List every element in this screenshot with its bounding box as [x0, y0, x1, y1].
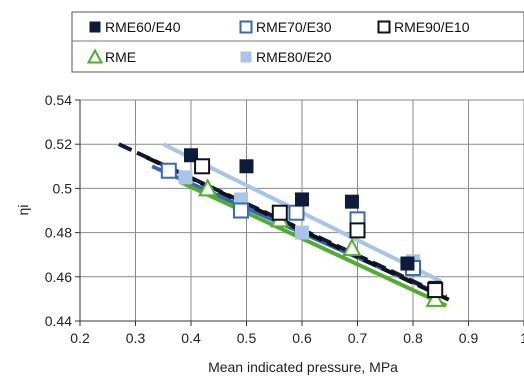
data-point — [427, 282, 444, 299]
y-tick-label: 0.48 — [45, 225, 72, 241]
data-point — [349, 222, 366, 239]
data-point — [160, 162, 177, 179]
data-point — [232, 202, 249, 219]
data-point — [344, 194, 359, 209]
x-tick-label: 0.4 — [181, 330, 201, 346]
x-tick-label: 0.7 — [348, 330, 368, 346]
legend-marker — [86, 48, 104, 64]
y-tick-label: 0.54 — [45, 92, 72, 108]
legend-label: RME60/E40 — [105, 19, 181, 35]
data-point — [197, 178, 218, 197]
x-tick-label: 0.3 — [126, 330, 146, 346]
y-axis-title: ηi — [15, 205, 31, 216]
legend-label: RME70/E30 — [256, 19, 332, 35]
legend-marker — [89, 21, 101, 33]
data-point — [342, 237, 362, 257]
legend-marker — [377, 20, 391, 34]
data-point — [194, 158, 211, 175]
x-tick-label: 0.2 — [70, 330, 90, 346]
x-tick-label: 0.9 — [459, 330, 479, 346]
legend: RME60/E40 RME70/E30 RME90/E10 RME RME80/E20 — [71, 11, 524, 73]
data-point — [288, 204, 305, 221]
x-axis-title: Mean indicated pressure, MPa — [208, 359, 398, 375]
data-markers — [160, 148, 445, 307]
trend-line — [179, 179, 448, 308]
legend-label: RME — [105, 49, 136, 65]
y-tick-label: 0.52 — [45, 136, 72, 152]
x-tick-label: 0.5 — [237, 330, 257, 346]
data-point — [295, 225, 309, 240]
data-point — [295, 192, 309, 207]
y-tick-label: 0.5 — [53, 180, 73, 196]
x-tick-label: 0.8 — [403, 330, 423, 346]
data-point — [178, 170, 193, 185]
legend-label: RME90/E10 — [394, 19, 470, 35]
y-tick-label: 0.46 — [45, 269, 72, 285]
legend-marker — [240, 51, 252, 63]
axes: 0.2 0.3 0.4 0.5 0.6 0.7 0.8 0.9 1 0.44 0.46 0.48 0.5… — [45, 92, 524, 346]
legend-marker — [239, 20, 253, 34]
data-point — [271, 204, 288, 221]
legend-frame — [71, 11, 524, 73]
legend-label: RME80/E20 — [256, 49, 332, 65]
data-point — [400, 256, 415, 271]
data-point — [239, 159, 254, 174]
y-tick-label: 0.44 — [45, 313, 72, 329]
x-tick-label: 0.6 — [292, 330, 312, 346]
data-point — [425, 288, 445, 307]
x-tick-label: 1 — [520, 330, 524, 346]
